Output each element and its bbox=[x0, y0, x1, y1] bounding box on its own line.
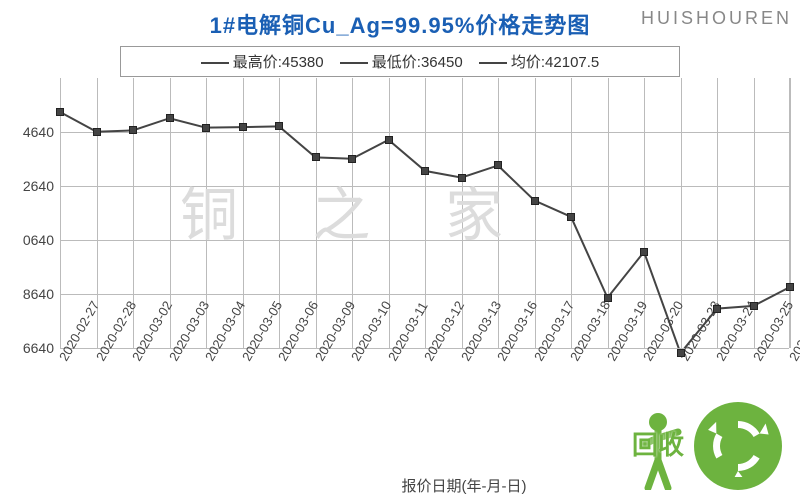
legend-avg-value: 42107.5 bbox=[545, 54, 599, 71]
data-point bbox=[239, 123, 247, 131]
data-point bbox=[713, 305, 721, 313]
data-point bbox=[750, 302, 758, 310]
legend-line-icon bbox=[201, 62, 229, 64]
plot-area: 铜 之 家 bbox=[60, 78, 790, 348]
data-point bbox=[93, 128, 101, 136]
legend-avg: 均价:42107.5 bbox=[479, 51, 599, 72]
legend-high-value: 45380 bbox=[282, 54, 324, 71]
legend-avg-label: 均价 bbox=[511, 54, 541, 71]
y-tick-label: 6640 bbox=[10, 340, 54, 356]
data-point bbox=[458, 174, 466, 182]
legend-line-icon bbox=[479, 62, 507, 64]
legend-high: 最高价:45380 bbox=[201, 51, 324, 72]
data-point bbox=[531, 197, 539, 205]
recycle-badge: 回收 bbox=[632, 400, 782, 490]
data-point bbox=[640, 248, 648, 256]
x-axis-label: 报价日期(年-月-日) bbox=[402, 475, 527, 496]
legend-low-label: 最低价 bbox=[372, 54, 417, 71]
chart-container: HUISHOUREN 1#电解铜Cu_Ag=99.95%价格走势图 最高价:45… bbox=[0, 0, 800, 500]
data-point bbox=[129, 126, 137, 134]
y-tick-label: 8640 bbox=[10, 286, 54, 302]
data-point bbox=[166, 114, 174, 122]
legend-low: 最低价:36450 bbox=[340, 51, 463, 72]
legend-box: 最高价:45380 最低价:36450 均价:42107.5 bbox=[120, 46, 680, 77]
y-tick-label: 2640 bbox=[10, 178, 54, 194]
data-point bbox=[786, 283, 794, 291]
legend-high-label: 最高价 bbox=[233, 54, 278, 71]
data-point bbox=[312, 153, 320, 161]
recycle-text: 回收 bbox=[632, 425, 684, 462]
data-point bbox=[677, 349, 685, 357]
data-point bbox=[275, 122, 283, 130]
data-point bbox=[385, 136, 393, 144]
recycle-circle-icon bbox=[694, 402, 782, 490]
recycle-arrows-icon bbox=[707, 415, 769, 477]
y-tick-label: 0640 bbox=[10, 232, 54, 248]
data-point bbox=[202, 124, 210, 132]
data-point bbox=[604, 294, 612, 302]
data-point bbox=[421, 167, 429, 175]
y-tick-label: 4640 bbox=[10, 124, 54, 140]
data-point bbox=[494, 161, 502, 169]
data-point bbox=[567, 213, 575, 221]
data-point bbox=[56, 108, 64, 116]
legend-low-value: 36450 bbox=[421, 54, 463, 71]
data-point bbox=[348, 155, 356, 163]
site-watermark: HUISHOUREN bbox=[641, 8, 792, 29]
legend-line-icon bbox=[340, 62, 368, 64]
